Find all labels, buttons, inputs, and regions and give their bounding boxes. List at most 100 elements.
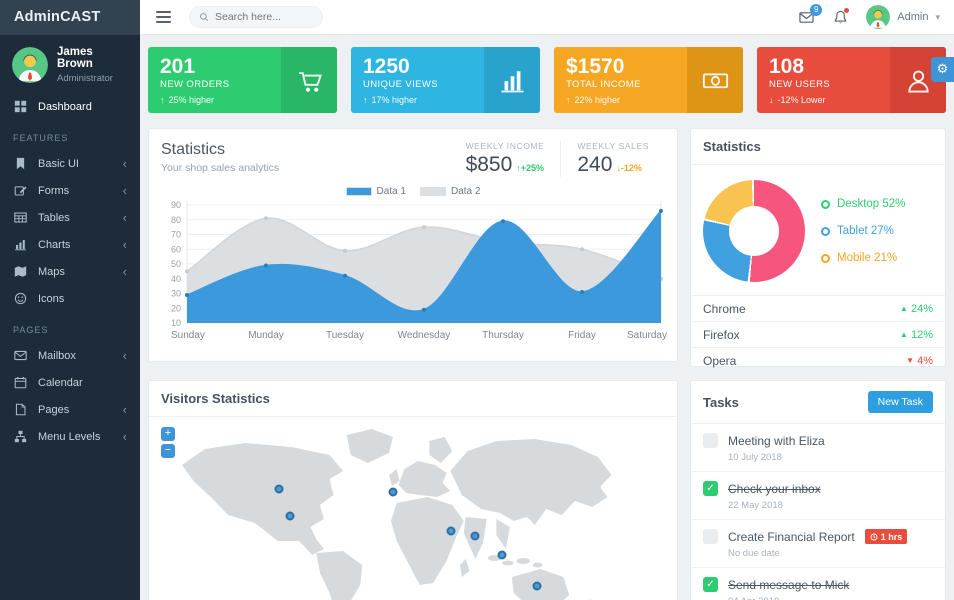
- search-input[interactable]: [215, 11, 313, 23]
- sidebar-item-icons[interactable]: Icons: [0, 285, 140, 312]
- task-item-send-message-to-mick: ✓ Send message to Mick 04 Apr 2018: [691, 568, 945, 600]
- donut-legend-item: Tablet 27%: [821, 225, 905, 237]
- stat-value: 108: [769, 55, 805, 78]
- sidebar-item-label: Charts: [38, 238, 71, 251]
- stat-label: NEW ORDERS: [160, 79, 230, 91]
- weekly-income: WEEKLY INCOME $850 ↑+25%: [465, 141, 545, 176]
- income-change: ↑+25%: [516, 163, 545, 173]
- sidebar-item-forms[interactable]: Forms ‹: [0, 177, 140, 204]
- sidebar-item-label: Dashboard: [38, 100, 92, 113]
- task-checkbox[interactable]: [703, 433, 718, 448]
- map-icon: [13, 265, 27, 279]
- table-icon: [13, 211, 27, 225]
- bell-icon[interactable]: [832, 7, 850, 25]
- sidebar-item-menu-levels[interactable]: Menu Levels ‹: [0, 423, 140, 450]
- sidebar-item-calendar[interactable]: Calendar: [0, 369, 140, 396]
- sidebar-section-title: PAGES: [13, 325, 49, 335]
- file-icon: [13, 403, 27, 417]
- bar-chart-icon: [484, 47, 540, 113]
- arrow-up-icon: ↑: [516, 163, 521, 173]
- clock-icon: [870, 533, 878, 541]
- stat-trend: ↑ 22% higher: [566, 95, 621, 106]
- sidebar-item-mailbox[interactable]: Mailbox ‹: [0, 342, 140, 369]
- topbar: 9 Admin ▾: [140, 0, 954, 35]
- sidebar-item-label: Icons: [38, 292, 65, 305]
- settings-gear-button[interactable]: ⚙: [931, 57, 954, 82]
- sidebar: AdminCAST James Brown Administrator Dash…: [0, 0, 140, 600]
- topbar-actions: 9 Admin ▾: [798, 3, 940, 29]
- map-marker-india: [470, 531, 480, 541]
- donut-legend: Desktop 52% Tablet 27% Mobile 21%: [821, 198, 905, 264]
- task-date: 22 May 2018: [728, 500, 783, 511]
- sidebar-item-label: Basic UI: [38, 157, 79, 170]
- sidebar-item-label: Tables: [38, 211, 70, 224]
- task-item-meeting-with-eliza: Meeting with Eliza 10 July 2018: [691, 424, 945, 472]
- chart-legend: Data 1 Data 2: [161, 186, 665, 197]
- svg-text:Friday: Friday: [568, 330, 596, 341]
- task-checkbox[interactable]: ✓: [703, 577, 718, 592]
- legend-item-data-2: Data 2: [420, 186, 480, 197]
- main-content: 201 NEW ORDERS ↑ 25% higher 1250 UNIQUE VIEWS…: [140, 35, 954, 600]
- card-title: Statistics: [691, 129, 945, 165]
- browser-row-firefox: Firefox ▲ 12%: [691, 321, 945, 347]
- task-title: Send message to Mick: [728, 577, 850, 592]
- user-menu[interactable]: Admin ▾: [866, 5, 940, 29]
- stat-card-unique-views: 1250 UNIQUE VIEWS ↑ 17% higher: [351, 47, 540, 113]
- sidebar-item-label: Menu Levels: [38, 430, 101, 443]
- sidebar-item-tables[interactable]: Tables ‹: [0, 204, 140, 231]
- sidebar-item-dashboard[interactable]: Dashboard: [0, 93, 140, 120]
- svg-text:Munday: Munday: [248, 330, 284, 341]
- triangle-down-icon: ▼: [906, 356, 915, 365]
- user-menu-label: Admin: [897, 11, 929, 23]
- arrow-up-icon: ↑: [566, 95, 571, 106]
- mail-icon[interactable]: 9: [798, 3, 823, 25]
- banknote-icon: [687, 47, 743, 113]
- donut-legend-item: Desktop 52%: [821, 198, 905, 210]
- ring-icon: [821, 253, 830, 263]
- search-box[interactable]: [189, 6, 323, 28]
- stat-label: NEW USERS: [769, 79, 831, 91]
- new-task-button[interactable]: New Task: [867, 391, 933, 413]
- user-avatar: [12, 47, 48, 83]
- menu-toggle-icon[interactable]: [154, 7, 173, 27]
- sidebar-item-basic-ui[interactable]: Basic UI ‹: [0, 150, 140, 177]
- cart-icon: [281, 47, 337, 113]
- stat-trend: ↑ 17% higher: [363, 95, 418, 106]
- weekly-summary: WEEKLY INCOME $850 ↑+25% WEEKLY SALES 240…: [450, 141, 665, 177]
- calendar-icon: [13, 376, 27, 390]
- sidebar-item-maps[interactable]: Maps ‹: [0, 258, 140, 285]
- chevron-left-icon: ‹: [122, 348, 127, 363]
- search-icon: [200, 13, 209, 22]
- task-title: Create Financial Report: [728, 529, 855, 544]
- svg-text:70: 70: [171, 230, 181, 240]
- bookmark-icon: [13, 157, 27, 171]
- edit-icon: [13, 184, 27, 198]
- arrow-up-icon: ↑: [160, 95, 165, 106]
- task-checkbox[interactable]: ✓: [703, 481, 718, 496]
- chevron-left-icon: ‹: [122, 210, 127, 225]
- ring-icon: [821, 226, 830, 236]
- task-checkbox[interactable]: [703, 529, 718, 544]
- chevron-left-icon: ‹: [122, 156, 127, 171]
- stat-card-new-users: 108 NEW USERS ↓ -12% Lower: [757, 47, 946, 113]
- task-item-check-your-inbox: ✓ Check your inbox 22 May 2018: [691, 472, 945, 520]
- brand-logo[interactable]: AdminCAST: [0, 0, 140, 35]
- sidebar-item-charts[interactable]: Charts ‹: [0, 231, 140, 258]
- sidebar-item-pages[interactable]: Pages ‹: [0, 396, 140, 423]
- envelope-icon: [13, 349, 27, 363]
- browser-row-chrome: Chrome ▲ 24%: [691, 295, 945, 321]
- chart-bar-icon: [13, 238, 27, 252]
- sidebar-section-title: FEATURES: [13, 133, 69, 143]
- arrow-up-icon: ↑: [363, 95, 368, 106]
- sales-statistics-card: Statistics Your shop sales analytics WEE…: [148, 128, 678, 362]
- svg-text:30: 30: [171, 289, 181, 299]
- map-marker-united-states: [285, 511, 295, 521]
- browser-name: Opera: [703, 353, 737, 368]
- stat-trend: ↑ 25% higher: [160, 95, 215, 106]
- zoom-in-button[interactable]: +: [161, 427, 175, 441]
- zoom-out-button[interactable]: −: [161, 444, 175, 458]
- task-list: Meeting with Eliza 10 July 2018 ✓ Check you…: [691, 424, 945, 600]
- map-marker-united-kingdom: [388, 487, 398, 497]
- stat-label: UNIQUE VIEWS: [363, 79, 439, 91]
- stat-value: 1250: [363, 55, 410, 78]
